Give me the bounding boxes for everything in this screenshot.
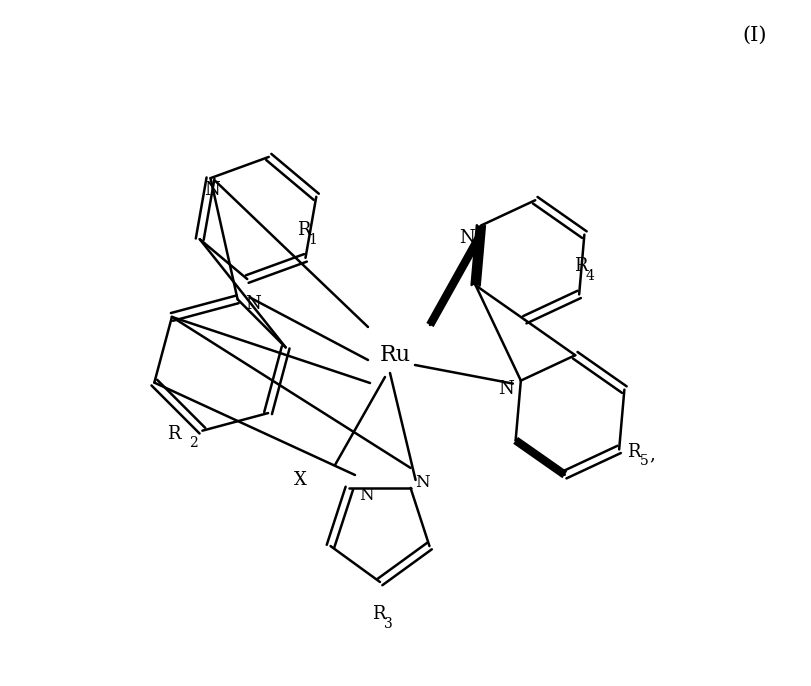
Text: N: N [498, 379, 513, 398]
Text: ,: , [649, 445, 655, 464]
Text: X: X [294, 471, 307, 489]
Text: Ru: Ru [380, 344, 410, 366]
Text: N: N [204, 181, 221, 199]
Text: (I): (I) [743, 25, 767, 45]
Text: R: R [627, 443, 641, 462]
Text: 2: 2 [189, 436, 197, 450]
Text: N: N [246, 295, 261, 314]
Text: N: N [459, 228, 474, 246]
Text: R: R [372, 605, 385, 623]
Text: R: R [298, 221, 311, 239]
Text: R: R [574, 257, 588, 275]
Text: N: N [415, 475, 430, 491]
Text: N: N [359, 488, 374, 504]
Text: 3: 3 [384, 617, 393, 631]
Text: 5: 5 [640, 454, 649, 469]
Text: 4: 4 [586, 270, 594, 283]
Text: R: R [167, 425, 180, 442]
Text: 1: 1 [308, 233, 317, 247]
